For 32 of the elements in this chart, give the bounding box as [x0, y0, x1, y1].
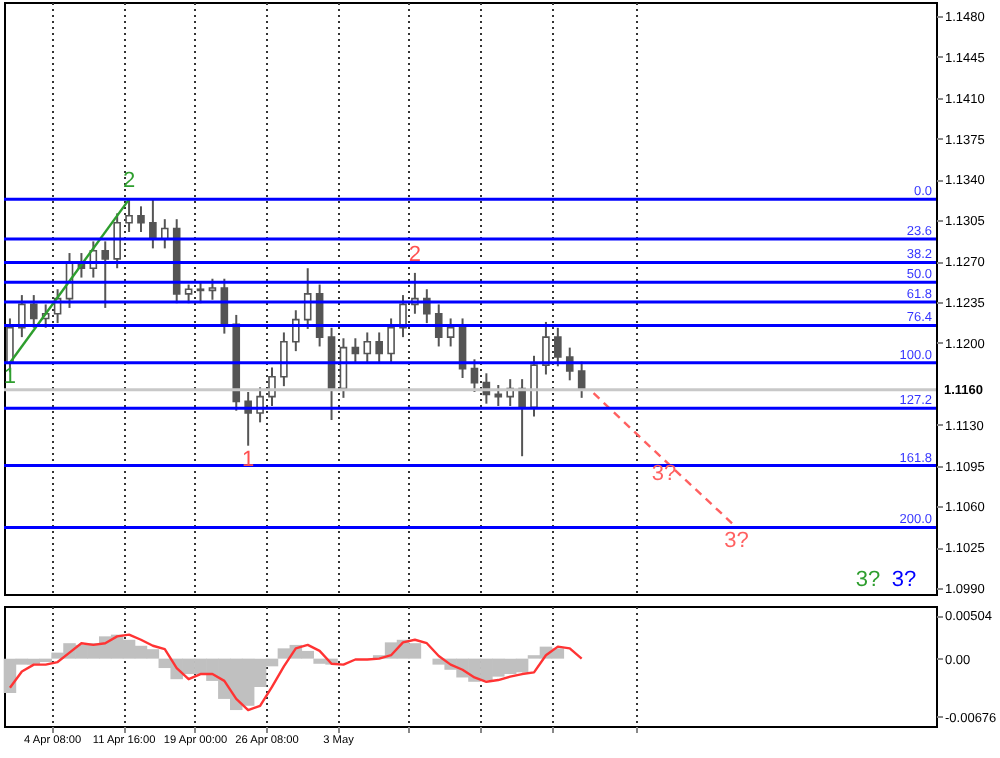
candlestick: [184, 283, 193, 305]
annotation: 3?: [724, 529, 749, 554]
candlestick: [280, 331, 288, 388]
candlestick: [125, 198, 133, 234]
candlestick: [399, 294, 407, 339]
candlestick: [113, 212, 121, 270]
candlestick: [363, 331, 372, 364]
candlestick: [530, 354, 538, 418]
candlestick: [137, 205, 145, 234]
annotation: 3?: [891, 568, 917, 592]
candlestick: [446, 317, 455, 348]
candlestick: [29, 294, 38, 329]
candlestick: [387, 317, 395, 364]
annotation: 3?: [651, 461, 677, 486]
candlestick: [208, 277, 217, 301]
candlestick: [18, 294, 26, 339]
candlestick: [542, 320, 550, 376]
candlestick: [196, 280, 205, 305]
candlestick: [160, 218, 169, 250]
line-series: [8, 633, 583, 712]
candlestick: [149, 198, 157, 250]
annotation: 2: [408, 242, 422, 267]
candlestick: [292, 309, 300, 353]
candlestick: [470, 358, 479, 393]
candlestick: [268, 366, 276, 408]
annotation: 2: [122, 169, 136, 194]
candlestick: [101, 240, 110, 309]
candlestick: [375, 331, 383, 364]
candlestick: [351, 337, 360, 364]
annotation: 3?: [855, 568, 881, 592]
candlestick: [303, 267, 312, 330]
candlestick: [554, 326, 562, 368]
